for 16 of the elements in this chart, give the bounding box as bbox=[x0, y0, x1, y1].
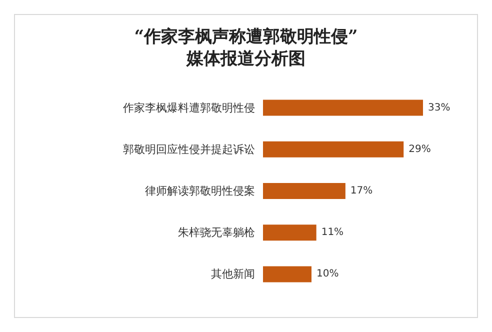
y-tick-label: 作家李枫爆料遭郭敬明性侵 bbox=[122, 101, 255, 114]
data-label: 17% bbox=[350, 186, 373, 196]
data-label: 29% bbox=[408, 144, 431, 155]
chart-title: “作家李枫声称遭郭敬明性侵” 媒体报道分析图 bbox=[134, 27, 358, 69]
y-tick-label: 朱梓骁无辜躺枪 bbox=[178, 226, 255, 240]
data-label: 11% bbox=[321, 227, 344, 238]
data-label: 33% bbox=[428, 102, 450, 114]
bar bbox=[263, 100, 423, 116]
bar bbox=[263, 183, 346, 199]
bar bbox=[263, 266, 312, 282]
data-label: 10% bbox=[316, 268, 339, 280]
bar bbox=[263, 224, 316, 241]
y-tick-label: 其他新闻 bbox=[211, 268, 255, 281]
y-tick-label: 郭敬明回应性侵并提起诉讼 bbox=[123, 142, 255, 156]
bar bbox=[263, 141, 404, 158]
y-tick-label: 律师解读郭敬明性侵案 bbox=[145, 184, 255, 198]
